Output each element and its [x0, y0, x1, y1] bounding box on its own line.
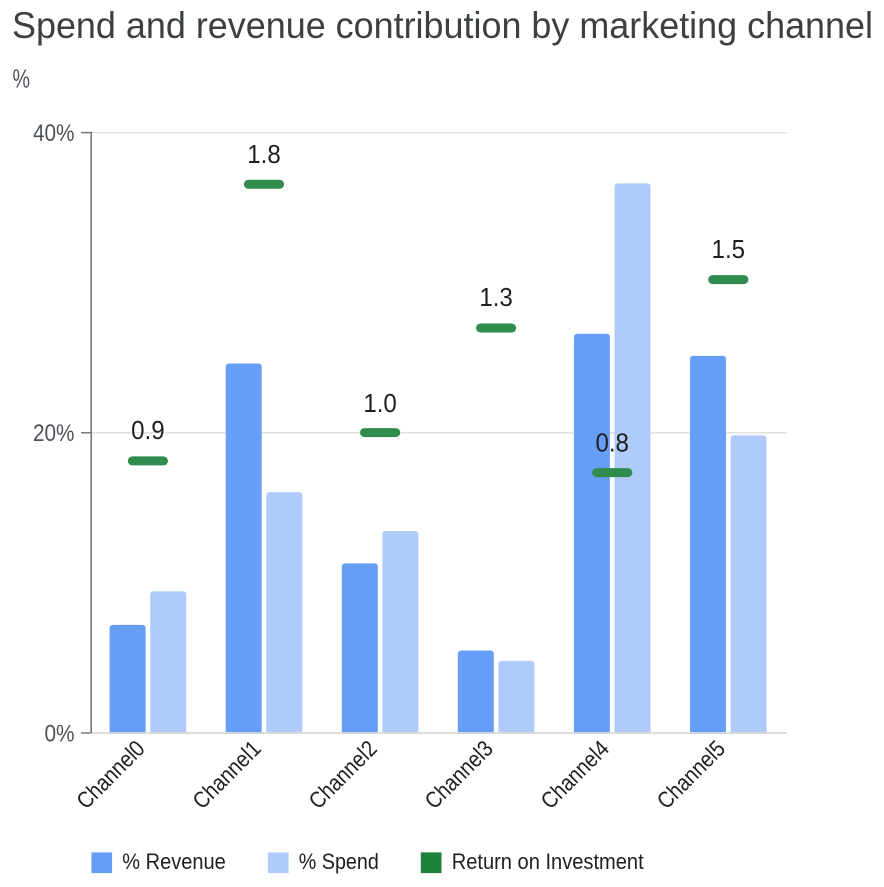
svg-text:Spend and revenue contribution: Spend and revenue contribution by market… [12, 5, 873, 46]
svg-text:1.3: 1.3 [479, 282, 513, 312]
svg-text:0.8: 0.8 [595, 428, 629, 458]
svg-text:1.0: 1.0 [363, 388, 397, 418]
svg-text:0%: 0% [45, 720, 75, 747]
svg-text:1.5: 1.5 [712, 234, 746, 264]
svg-text:1.8: 1.8 [247, 139, 281, 169]
svg-text:%: % [13, 64, 31, 94]
svg-text:Return on Investment: Return on Investment [452, 849, 644, 874]
svg-text:20%: 20% [33, 420, 75, 447]
svg-text:40%: 40% [33, 120, 75, 147]
svg-text:% Revenue: % Revenue [122, 849, 226, 874]
svg-text:0.9: 0.9 [131, 415, 165, 445]
svg-text:% Spend: % Spend [299, 849, 379, 874]
